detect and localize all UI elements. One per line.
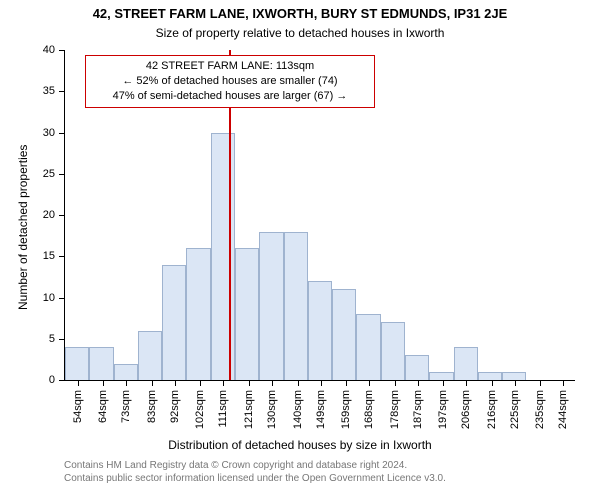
histogram-bar xyxy=(211,133,235,381)
x-tick-label: 159sqm xyxy=(340,390,352,429)
x-tick-label: 225sqm xyxy=(509,390,521,429)
x-tick-label: 130sqm xyxy=(266,390,278,429)
histogram-bar xyxy=(429,372,453,380)
x-tick xyxy=(563,380,564,386)
x-tick-label: 121sqm xyxy=(243,390,255,429)
x-tick-label: 73sqm xyxy=(120,390,132,423)
x-tick xyxy=(395,380,396,386)
x-tick-label: 244sqm xyxy=(557,390,569,429)
chart-subtitle: Size of property relative to detached ho… xyxy=(0,26,600,40)
histogram-bar xyxy=(65,347,89,380)
y-tick-label: 0 xyxy=(49,374,55,386)
histogram-bar xyxy=(356,314,380,380)
x-tick xyxy=(175,380,176,386)
x-tick xyxy=(369,380,370,386)
histogram-bar xyxy=(284,232,308,381)
histogram-chart: 42, STREET FARM LANE, IXWORTH, BURY ST E… xyxy=(0,0,600,500)
footer-line-1: Contains HM Land Registry data © Crown c… xyxy=(64,460,446,473)
annotation-box: 42 STREET FARM LANE: 113sqm← 52% of deta… xyxy=(85,55,375,108)
y-tick xyxy=(59,339,65,340)
y-tick xyxy=(59,174,65,175)
x-tick xyxy=(443,380,444,386)
x-tick xyxy=(272,380,273,386)
x-tick xyxy=(492,380,493,386)
x-tick-label: 197sqm xyxy=(437,390,449,429)
histogram-bar xyxy=(259,232,283,381)
y-tick-label: 20 xyxy=(43,209,55,221)
x-tick-label: 178sqm xyxy=(389,390,401,429)
x-tick xyxy=(298,380,299,386)
histogram-bar xyxy=(89,347,113,380)
x-tick xyxy=(418,380,419,386)
x-tick-label: 216sqm xyxy=(486,390,498,429)
x-axis-label: Distribution of detached houses by size … xyxy=(0,438,600,452)
x-tick xyxy=(540,380,541,386)
x-tick xyxy=(152,380,153,386)
y-tick xyxy=(59,215,65,216)
y-tick xyxy=(59,298,65,299)
histogram-bar xyxy=(235,248,259,380)
y-tick-label: 5 xyxy=(49,333,55,345)
x-tick xyxy=(126,380,127,386)
y-tick-label: 40 xyxy=(43,44,55,56)
x-tick xyxy=(78,380,79,386)
x-tick-label: 187sqm xyxy=(412,390,424,429)
x-tick-label: 54sqm xyxy=(72,390,84,423)
y-tick-label: 10 xyxy=(43,292,55,304)
y-axis-label: Number of detached properties xyxy=(16,145,30,310)
histogram-bar xyxy=(162,265,186,381)
histogram-bar xyxy=(405,355,429,380)
histogram-bar xyxy=(478,372,502,380)
y-tick xyxy=(59,91,65,92)
x-tick-label: 64sqm xyxy=(97,390,109,423)
annotation-line: 47% of semi-detached houses are larger (… xyxy=(90,89,370,104)
x-tick xyxy=(321,380,322,386)
y-tick-label: 35 xyxy=(43,85,55,97)
annotation-line: ← 52% of detached houses are smaller (74… xyxy=(90,74,370,89)
x-tick xyxy=(249,380,250,386)
x-tick xyxy=(466,380,467,386)
x-tick xyxy=(200,380,201,386)
x-tick-label: 235sqm xyxy=(534,390,546,429)
annotation-line: 42 STREET FARM LANE: 113sqm xyxy=(90,59,370,74)
y-tick-label: 30 xyxy=(43,127,55,139)
x-tick xyxy=(223,380,224,386)
histogram-bar xyxy=(186,248,210,380)
histogram-bar xyxy=(502,372,526,380)
x-tick-label: 140sqm xyxy=(292,390,304,429)
x-tick xyxy=(515,380,516,386)
histogram-bar xyxy=(332,289,356,380)
x-tick-label: 102sqm xyxy=(194,390,206,429)
footer-line-2: Contains public sector information licen… xyxy=(64,473,446,486)
histogram-bar xyxy=(381,322,405,380)
y-tick xyxy=(59,380,65,381)
histogram-bar xyxy=(454,347,478,380)
histogram-bar xyxy=(308,281,332,380)
y-tick xyxy=(59,133,65,134)
x-tick-label: 206sqm xyxy=(460,390,472,429)
x-tick-label: 83sqm xyxy=(146,390,158,423)
y-tick xyxy=(59,256,65,257)
x-tick-label: 92sqm xyxy=(169,390,181,423)
y-tick xyxy=(59,50,65,51)
y-tick-label: 15 xyxy=(43,250,55,262)
histogram-bar xyxy=(114,364,138,381)
x-tick xyxy=(103,380,104,386)
x-tick-label: 168sqm xyxy=(363,390,375,429)
x-tick-label: 149sqm xyxy=(315,390,327,429)
x-tick-label: 111sqm xyxy=(217,390,229,428)
x-tick xyxy=(346,380,347,386)
y-tick-label: 25 xyxy=(43,168,55,180)
chart-title: 42, STREET FARM LANE, IXWORTH, BURY ST E… xyxy=(0,6,600,21)
histogram-bar xyxy=(138,331,162,381)
footer-text: Contains HM Land Registry data © Crown c… xyxy=(64,460,446,485)
